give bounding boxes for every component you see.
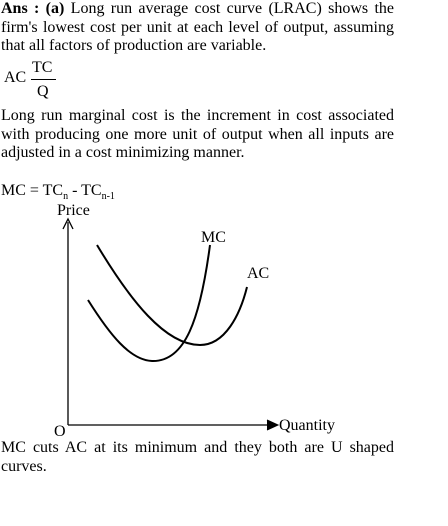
ac-label: AC [247, 265, 269, 282]
fraction-bar [31, 79, 56, 80]
conclusion: MC cuts AC at its minimum and they both … [1, 439, 394, 475]
mc-curve [87, 244, 211, 363]
ac-lhs: AC [4, 69, 27, 86]
ac-curve [96, 244, 248, 347]
mc-lhs: MC = TC [1, 182, 64, 199]
mc-formula: MC = TCn - TCn-1 [1, 182, 394, 207]
y-arrow [62, 217, 74, 230]
y-axis-label: Price [57, 202, 90, 219]
ac-numerator: TC [32, 59, 53, 76]
answer: Ans : (a) Long run average cost curve (L… [1, 0, 394, 56]
mc-sub1: n [63, 191, 69, 203]
paragraph: Long run marginal cost is the increment … [1, 107, 394, 162]
mc-mid: - TC [68, 182, 102, 199]
answer-text: Long run average cost curve (LRAC) shows… [1, 0, 395, 55]
origin-label: O [54, 423, 66, 440]
answer-label: Ans : (a) [1, 0, 65, 17]
x-axis-label: Quantity [279, 417, 335, 434]
ac-denominator: Q [37, 83, 49, 100]
mc-label: MC [201, 229, 226, 246]
mc-sub2: n-1 [101, 191, 115, 203]
x-arrow [266, 419, 280, 431]
